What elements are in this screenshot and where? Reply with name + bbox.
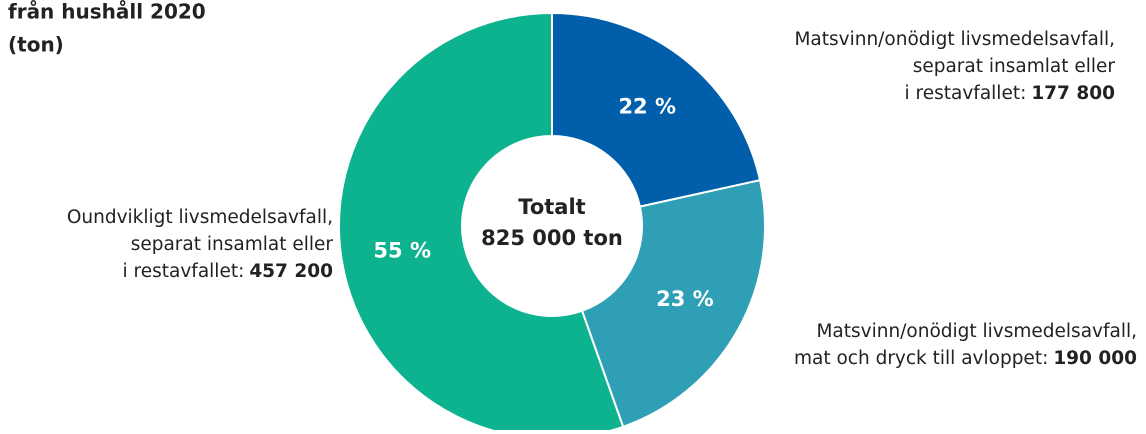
category-label: Oundvikligt livsmedelsavfall, <box>67 207 333 228</box>
category-line: i restavfallet: <box>123 261 245 282</box>
category-line: separat insamlat eller <box>913 56 1116 77</box>
category-label: i restavfallet: 457 200 <box>123 261 333 282</box>
category-line: Matsvinn/onödigt livsmedelsavfall, <box>816 321 1137 342</box>
category-line: separat insamlat eller <box>131 234 334 255</box>
category-label: mat och dryck till avloppet: 190 000 <box>794 348 1137 369</box>
value-label: 177 800 <box>1031 83 1115 104</box>
value-label: 190 000 <box>1053 348 1137 369</box>
chart-title: från hushåll 2020 <box>8 0 206 24</box>
percent-label: 55 % <box>373 239 431 263</box>
category-label: Matsvinn/onödigt livsmedelsavfall, <box>816 321 1137 342</box>
category-line: mat och dryck till avloppet: <box>794 348 1048 369</box>
donut-slice <box>338 11 625 434</box>
category-line: Matsvinn/onödigt livsmedelsavfall, <box>794 29 1115 50</box>
category-line: Oundvikligt livsmedelsavfall, <box>67 207 333 228</box>
category-line: i restavfallet: <box>905 83 1027 104</box>
donut-slice <box>580 179 766 429</box>
center-total: 825 000 ton <box>481 226 623 250</box>
donut-slice <box>551 11 762 208</box>
category-label: separat insamlat eller <box>131 234 334 255</box>
category-label: separat insamlat eller <box>913 56 1116 77</box>
value-label: 457 200 <box>249 261 333 282</box>
center-label: Totalt <box>518 195 585 219</box>
chart-title: (ton) <box>8 33 64 57</box>
percent-label: 22 % <box>618 95 676 119</box>
category-label: i restavfallet: 177 800 <box>905 83 1115 104</box>
category-label: Matsvinn/onödigt livsmedelsavfall, <box>794 29 1115 50</box>
percent-label: 23 % <box>656 287 714 311</box>
